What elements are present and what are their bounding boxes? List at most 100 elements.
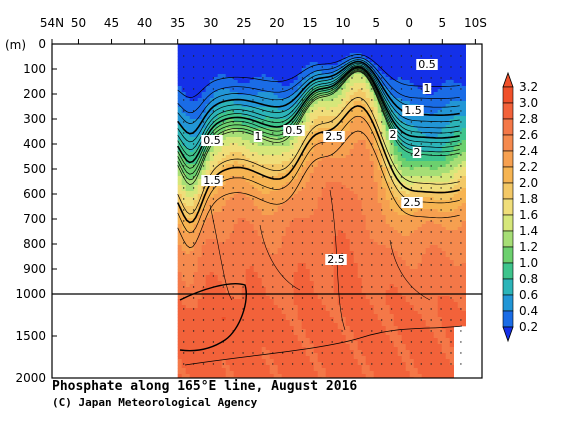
- field-cell: [321, 158, 326, 162]
- field-cell: [253, 248, 258, 252]
- field-cell: [245, 284, 250, 288]
- field-cell: [233, 206, 238, 210]
- field-cell: [217, 146, 222, 150]
- field-cell: [205, 155, 210, 159]
- field-cell: [209, 74, 214, 78]
- field-cell: [269, 107, 274, 111]
- field-cell: [193, 116, 198, 120]
- field-cell: [253, 59, 258, 63]
- field-cell: [201, 311, 206, 315]
- field-cell: [345, 113, 350, 117]
- field-cell: [225, 257, 230, 261]
- field-cell: [349, 365, 354, 369]
- field-cell: [337, 269, 342, 273]
- field-cell: [193, 230, 198, 234]
- field-cell: [249, 203, 254, 207]
- field-cell: [213, 272, 218, 276]
- field-cell: [257, 305, 262, 309]
- field-cell: [333, 371, 338, 375]
- field-cell: [349, 152, 354, 156]
- field-cell: [241, 137, 246, 141]
- field-cell: [245, 296, 250, 300]
- field-cell: [281, 203, 286, 207]
- field-cell: [329, 44, 334, 48]
- field-cell: [201, 293, 206, 297]
- field-cell: [345, 137, 350, 141]
- field-cell: [205, 332, 210, 336]
- field-cell: [189, 137, 194, 141]
- field-cell: [329, 116, 334, 120]
- field-cell: [277, 368, 282, 372]
- field-cell: [349, 50, 354, 54]
- field-cell: [193, 254, 198, 258]
- field-cell: [221, 365, 226, 369]
- field-cell: [245, 164, 250, 168]
- field-cell: [345, 221, 350, 225]
- field-cell: [273, 176, 278, 180]
- field-cell: [245, 107, 250, 111]
- field-cell: [273, 158, 278, 162]
- field-cell: [297, 74, 302, 78]
- field-cell: [213, 314, 218, 318]
- field-cell: [289, 197, 294, 201]
- field-cell: [341, 95, 346, 99]
- field-cell: [221, 248, 226, 252]
- field-cell: [333, 95, 338, 99]
- field-cell: [337, 332, 342, 336]
- field-cell: [245, 356, 250, 360]
- field-cell: [325, 365, 330, 369]
- field-cell: [337, 155, 342, 159]
- field-cell: [337, 152, 342, 156]
- field-cell: [261, 251, 266, 255]
- field-cell: [285, 59, 290, 63]
- field-cell: [233, 371, 238, 375]
- field-cell: [213, 95, 218, 99]
- field-cell: [297, 188, 302, 192]
- field-cell: [293, 374, 298, 378]
- field-cell: [205, 266, 210, 270]
- field-cell: [309, 344, 314, 348]
- field-cell: [233, 89, 238, 93]
- field-cell: [317, 335, 322, 339]
- field-cell: [209, 116, 214, 120]
- field-cell: [297, 212, 302, 216]
- field-cell: [253, 143, 258, 147]
- field-cell: [293, 329, 298, 333]
- field-cell: [265, 116, 270, 120]
- field-cell: [281, 53, 286, 57]
- field-cell: [289, 62, 294, 66]
- field-cell: [217, 230, 222, 234]
- field-cell: [285, 185, 290, 189]
- field-cell: [293, 203, 298, 207]
- field-cell: [209, 344, 214, 348]
- field-cell: [349, 320, 354, 324]
- field-cell: [249, 53, 254, 57]
- field-cell: [333, 170, 338, 174]
- field-cell: [253, 107, 258, 111]
- field-cell: [237, 338, 242, 342]
- field-cell: [313, 104, 318, 108]
- field-cell: [305, 140, 310, 144]
- field-cell: [233, 233, 238, 237]
- field-cell: [297, 320, 302, 324]
- field-cell: [329, 188, 334, 192]
- field-cell: [189, 125, 194, 129]
- field-cell: [217, 272, 222, 276]
- field-cell: [261, 68, 266, 72]
- field-cell: [181, 134, 186, 138]
- field-cell: [341, 62, 346, 66]
- field-cell: [313, 131, 318, 135]
- field-cell: [221, 338, 226, 342]
- field-cell: [265, 98, 270, 102]
- field-cell: [193, 149, 198, 153]
- field-cell: [249, 143, 254, 147]
- field-cell: [209, 311, 214, 315]
- field-cell: [221, 278, 226, 282]
- field-cell: [261, 131, 266, 135]
- field-cell: [309, 185, 314, 189]
- field-cell: [305, 125, 310, 129]
- field-cell: [213, 302, 218, 306]
- field-cell: [257, 107, 262, 111]
- field-cell: [337, 278, 342, 282]
- field-cell: [241, 65, 246, 69]
